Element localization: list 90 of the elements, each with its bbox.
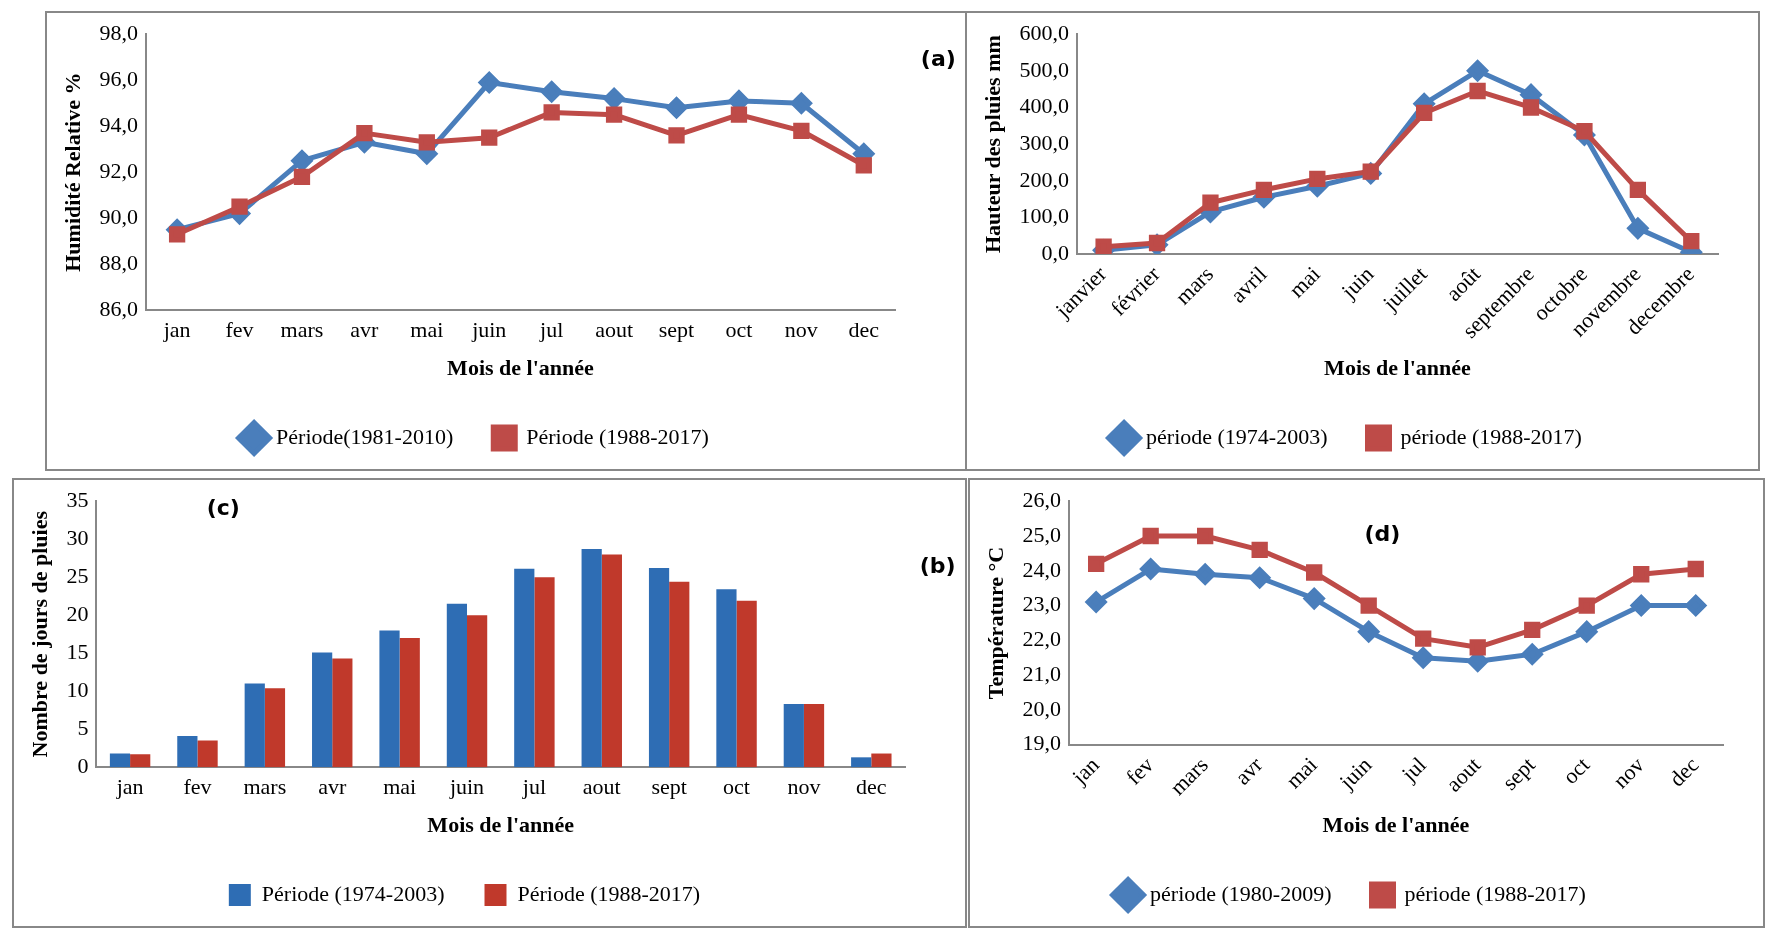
annotation: (c) [206,494,240,520]
y-tick-label: 25,0 [1022,521,1061,547]
y-tick-label: 20 [66,600,89,626]
x-tick-label: mars [1164,751,1213,800]
y-tick-label: 0,0 [1041,239,1069,265]
x-tick-label: avril [1225,261,1272,308]
x-tick-label: mai [1280,751,1322,793]
legend-label: période (1988-2017) [1400,423,1582,449]
y-tick-label: 26,0 [1022,486,1061,512]
y-tick-label: 200,0 [1019,166,1069,192]
x-tick-label: dec [856,774,887,800]
x-tick-label: nov [787,774,821,800]
x-tick-label: mai [1283,261,1325,303]
x-tick-label: avr [350,317,380,343]
x-tick-label: fev [1120,751,1159,790]
legend-label: Période (1988-2017) [526,423,709,449]
text: (a) [920,46,956,72]
y-tick-label: 96,0 [99,65,138,91]
y-tick-label: 24,0 [1022,556,1061,582]
x-tick-label: oct [725,317,753,343]
x-tick-label: nov [1607,751,1649,793]
y-tick-label: 25 [66,562,89,588]
x-tick-label: juin [1335,261,1379,304]
y-tick-label: 35 [66,486,89,512]
x-tick-label: juin [448,774,485,800]
x-tick-label: sept [651,774,687,800]
x-tick-label: dec [1664,751,1704,792]
legend-label: période (1988-2017) [1404,880,1586,906]
x-tick-label: mai [410,317,444,343]
y-tick-label: 94,0 [99,111,138,137]
legend-label: Période (1974-2003) [261,880,445,906]
x-tick-label: mars [1170,261,1219,310]
x-tick-label: jan [115,774,144,800]
x-tick-label: jan [162,317,191,343]
y-axis-title: Hauteur des pluies mm [979,35,1005,253]
y-tick-label: 0 [77,752,89,778]
x-axis-title: Mois de l'année [1322,812,1470,838]
y-tick-label: 15 [66,638,89,664]
x-tick-label: jan [1066,751,1104,790]
x-tick-label: nov [784,317,818,343]
y-axis-title: Nombre de jours de pluies [26,510,52,758]
y-tick-label: 21,0 [1022,660,1061,686]
y-tick-label: 5 [77,714,89,740]
x-tick-label: fev [225,317,254,343]
x-axis-title: Mois de l'année [427,812,575,838]
y-tick-label: 92,0 [99,157,138,183]
x-tick-label: aout [595,317,634,343]
y-tick-label: 100,0 [1019,203,1069,229]
x-tick-label: dec [848,317,880,343]
y-tick-label: 20,0 [1022,695,1061,721]
x-tick-label: oct [723,774,750,800]
y-axis-title: Humidité Relative % [59,72,85,272]
y-tick-label: 500,0 [1019,56,1069,82]
x-tick-label: mars [280,317,324,343]
x-tick-label: mars [243,774,287,800]
y-tick-label: 90,0 [99,203,138,229]
x-tick-label: sept [658,317,695,343]
y-tick-label: 98,0 [99,19,138,45]
y-tick-label: 600,0 [1019,19,1069,45]
y-tick-label: 88,0 [99,249,138,275]
legend-label: Période (1988-2017) [517,880,701,906]
y-tick-label: 30 [66,524,89,550]
legend-label: Période(1981-2010) [276,423,454,449]
y-tick-label: 22,0 [1022,626,1061,652]
x-tick-label: juin [1333,751,1377,795]
legend-label: période (1980-2009) [1150,880,1332,906]
x-tick-label: sept [1497,751,1540,795]
x-tick-label: jul [539,317,564,343]
text: (b) [919,552,956,578]
x-tick-label: juin [471,317,507,343]
x-tick-label: jul [521,774,547,800]
x-tick-label: aout [582,774,621,800]
y-tick-label: 10 [66,676,89,702]
x-tick-label: mai [383,774,417,800]
y-tick-label: 300,0 [1019,129,1069,155]
y-axis-title: Température °C [982,546,1008,700]
y-tick-label: 86,0 [99,295,138,321]
x-axis-title: Mois de l'année [447,355,595,381]
x-axis-title: Mois de l'année [1324,355,1472,381]
x-tick-label: oct [1557,751,1595,789]
annotation: (d) [1364,521,1401,547]
x-tick-label: avr [318,774,347,800]
y-tick-label: 23,0 [1022,591,1061,617]
x-tick-label: avr [1229,751,1268,790]
x-tick-label: aout [1440,751,1486,797]
y-tick-label: 400,0 [1019,93,1069,119]
y-tick-label: 19,0 [1022,730,1061,756]
x-tick-label: fev [183,774,212,800]
x-tick-label: jul [1396,751,1431,787]
legend-label: période (1974-2003) [1146,423,1328,449]
